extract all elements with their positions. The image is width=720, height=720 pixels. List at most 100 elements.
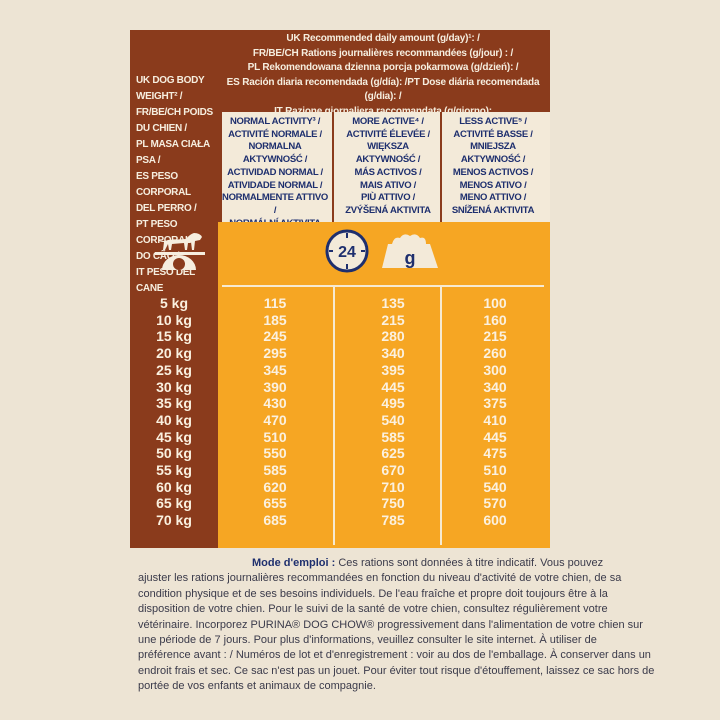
less-active-cell: 410 — [483, 411, 507, 428]
instructions-line: Ces rations sont données à titre indicat… — [335, 557, 604, 569]
column-divider — [440, 112, 442, 222]
normal-activity-cell: 655 — [263, 495, 287, 512]
weight-label-line: UK DOG BODY — [136, 75, 205, 86]
table-row: 65 kg 655 750 570 — [130, 495, 550, 511]
table-row: 45 kg 510 585 445 — [130, 429, 550, 445]
header-line: PL Rekomendowana dzienna porcja pokarmow… — [247, 62, 519, 73]
more-active-cell: 625 — [381, 445, 405, 462]
weight-cell: 15 kg — [156, 328, 192, 345]
table-row: 30 kg 390 445 340 — [130, 379, 550, 395]
weight-cell: 25 kg — [156, 361, 192, 378]
normal-activity-cell: 185 — [263, 311, 287, 328]
weight-label-line: DU CHIEN / — [136, 123, 187, 134]
normal-activity-cell: 470 — [263, 411, 287, 428]
weight-label-line: WEIGHT² / — [136, 91, 183, 102]
more-active-cell: 445 — [381, 378, 405, 395]
table-row: 5 kg 115 135 100 — [130, 295, 550, 311]
more-active-cell: 340 — [381, 345, 405, 362]
less-active-cell: 445 — [483, 428, 507, 445]
column-divider — [333, 287, 335, 545]
column-divider — [440, 287, 442, 545]
instructions-line: ajuster les rations journalières recomma… — [138, 572, 622, 585]
activity-label-line: ACTIVITÉ BASSE / — [453, 128, 533, 140]
instructions-line: vétérinaire. Incorporez PURINA® DOG CHOW… — [138, 618, 643, 631]
instructions-line: endroit frais et sec. Ce sac n'est pas u… — [138, 664, 655, 677]
weight-cell: 20 kg — [156, 345, 192, 362]
header-line: IT Razione giornaliera raccomandata (g/g… — [274, 105, 492, 117]
grams-label: g — [405, 248, 416, 268]
normal-activity-cell: 620 — [263, 478, 287, 495]
weight-cell: 55 kg — [156, 462, 192, 478]
normal-activity-cell: 345 — [263, 361, 287, 378]
more-active-cell: 495 — [381, 395, 405, 412]
normal-activity-cell: 430 — [263, 395, 287, 412]
weight-cell: 35 kg — [156, 395, 192, 412]
weight-label-line: ES PESO CORPORAL — [136, 171, 191, 198]
normal-activity-cell: 115 — [263, 295, 287, 311]
table-row: 60 kg 620 710 540 — [130, 479, 550, 495]
activity-label-line: MORE ACTIVE⁴ / — [352, 116, 424, 127]
instructions-line: disposition de votre chien. Pour le suiv… — [138, 603, 608, 616]
less-active-cell: 100 — [483, 295, 507, 311]
more-active-cell: 280 — [381, 328, 405, 345]
table-row: 55 kg 585 670 510 — [130, 462, 550, 478]
activity-column-less-active: LESS ACTIVE⁵ / ACTIVITÉ BASSE / MNIEJSZA AK… — [440, 116, 546, 218]
more-active-cell: 750 — [381, 495, 405, 512]
activity-label-line: NORMALNA — [248, 141, 302, 153]
less-active-cell: 510 — [483, 462, 507, 478]
activity-label-line: MÁS ACTIVOS / — [354, 166, 422, 178]
instructions-text: Mode d'emploi : Ces rations sont données… — [138, 556, 655, 695]
more-active-cell: 540 — [381, 411, 405, 428]
normal-activity-cell: 685 — [263, 512, 287, 529]
weight-cell: 10 kg — [156, 311, 192, 328]
activity-label-line: AKTYWNOŚĆ / — [242, 154, 308, 166]
activity-label-line: AKTYWNOŚĆ / — [460, 154, 526, 166]
table-row: 70 kg 685 785 600 — [130, 512, 550, 528]
activity-label-line: NORMAL ACTIVITY³ / — [229, 116, 321, 127]
activity-label-line: MAIS ATIVO / — [359, 179, 417, 191]
activity-label-line: SNÍŽENÁ AKTIVITA — [451, 204, 535, 216]
weight-label-line: DO CÃO / — [136, 251, 180, 262]
normal-activity-cell: 245 — [263, 328, 287, 345]
more-active-cell: 215 — [381, 311, 405, 328]
weight-cell: 40 kg — [156, 411, 192, 428]
activity-label-line: NORMALMENTE ATTIVO / — [222, 192, 328, 216]
weight-label-line: IT PESO DEL CANE — [136, 267, 195, 294]
column-divider — [332, 112, 334, 222]
less-active-cell: 215 — [483, 328, 507, 345]
table-row: 15 kg 245 280 215 — [130, 328, 550, 344]
less-active-cell: 540 — [483, 478, 507, 495]
less-active-cell: 300 — [483, 361, 507, 378]
header-line: UK Recommended daily amount (g/day)¹: / — [286, 33, 480, 44]
weight-label-line: DEL PERRO / — [136, 203, 197, 214]
instructions-line: une période de 7 jours. Pour plus d'info… — [138, 634, 597, 647]
table-row: 10 kg 185 215 160 — [130, 312, 550, 328]
clock-label: 24 — [338, 244, 356, 261]
header-line: ES Ración diaria recomendada (g/día): /P… — [226, 76, 540, 103]
normal-activity-cell: 550 — [263, 445, 287, 462]
header-line: FR/BE/CH Rations journalières recommandé… — [252, 47, 514, 59]
weight-cell: 30 kg — [156, 378, 192, 395]
more-active-cell: 585 — [381, 428, 405, 445]
clock-24h-icon: 24 — [325, 229, 369, 273]
table-row: 25 kg 345 395 300 — [130, 362, 550, 378]
weight-cell: 70 kg — [156, 512, 192, 529]
activity-label-line: MENOS ACTIVOS / — [452, 166, 534, 178]
activity-label-line: ACTIVIDAD NORMAL / — [227, 166, 323, 178]
less-active-cell: 260 — [483, 345, 507, 362]
activity-label-line: AKTYWNOŚĆ / — [355, 154, 421, 166]
more-active-cell: 395 — [381, 361, 405, 378]
more-active-cell: 710 — [381, 478, 405, 495]
feeding-values-area — [218, 222, 550, 548]
activity-label-line: WIĘKSZA — [367, 141, 409, 153]
less-active-cell: 570 — [483, 495, 507, 512]
weight-label-line: PT PESO CORPORAL — [136, 219, 191, 246]
daily-amount-header: UK Recommended daily amount (g/day)¹: / … — [218, 32, 548, 119]
table-row: 50 kg 550 625 475 — [130, 445, 550, 461]
more-active-cell: 670 — [381, 462, 405, 478]
activity-label-line: MENO ATTIVO / — [459, 192, 527, 204]
table-row: 40 kg 470 540 410 — [130, 412, 550, 428]
instructions-line: préférence avant : / Numéros de lot et d… — [138, 649, 651, 662]
normal-activity-cell: 390 — [263, 378, 287, 395]
dog-body-weight-label: UK DOG BODY WEIGHT² / FR/BE/CH POIDS DU … — [136, 73, 220, 297]
